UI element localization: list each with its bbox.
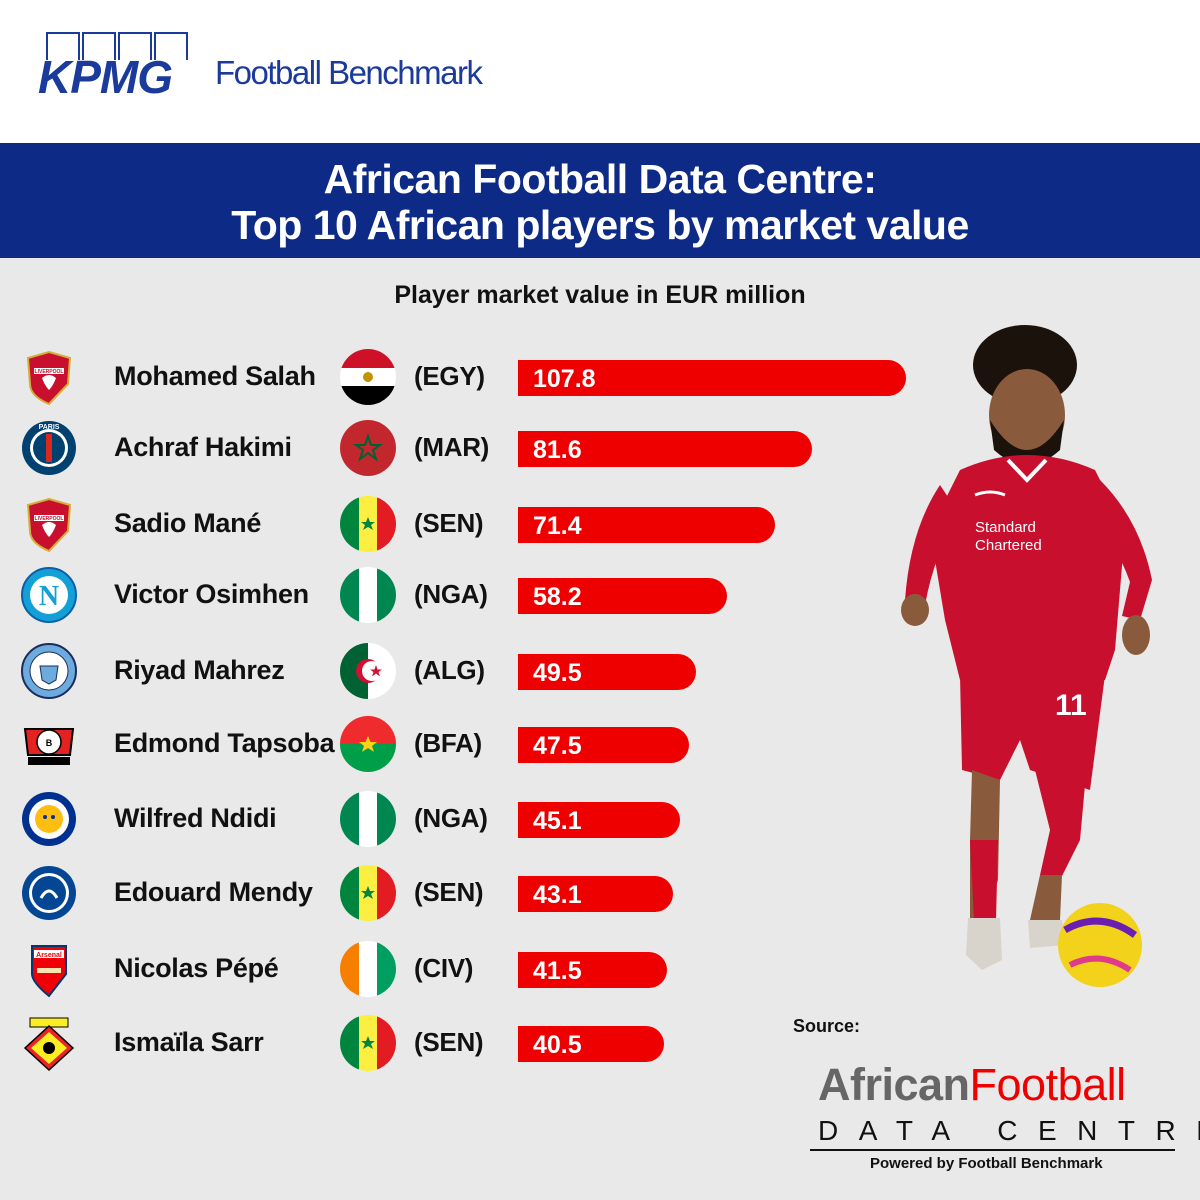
player-name-label: Wilfred Ndidi [114,803,277,833]
player-name-label: Ismaïla Sarr [114,1027,264,1057]
value-bar: 43.1 [518,876,673,912]
page-title-line2: Top 10 African players by market value [231,202,969,248]
value-bar: 107.8 [518,360,906,396]
title-banner: African Football Data Centre: Top 10 Afr… [0,143,1200,258]
bar-value-label: 41.5 [533,957,582,985]
brand-text: Football Benchmark [215,54,483,91]
player-name-label: Edouard Mendy [114,877,313,907]
player-photo-figure: Standard Chartered 11 [901,325,1152,987]
afdc-logo-part1: African [818,1059,970,1110]
leverkusen-crest-icon: B [20,715,78,773]
country-code-label: (SEN) [414,508,484,538]
ivory-coast-flag-icon [340,941,396,997]
bar-value-label: 43.1 [533,881,582,909]
afdc-logo-subtitle: DATA CENTRE [818,1115,1200,1146]
player-name-label: Sadio Mané [114,508,262,538]
country-code-label: (SEN) [414,1027,484,1057]
watford-crest-icon [20,1014,78,1072]
country-code-label: (ALG) [414,655,485,685]
player-name-label: Mohamed Salah [114,361,316,391]
bar-value-label: 45.1 [533,807,582,835]
chart-row: B Edmond Tapsoba (BFA) 47.5 [0,714,940,774]
chart-row: Riyad Mahrez (ALG) 49.5 [0,641,940,701]
player-name-label: Edmond Tapsoba [114,728,335,758]
liverpool-crest-icon: LIVERPOOL [20,348,78,406]
bar-value-label: 71.4 [533,512,582,540]
chelsea-crest-icon [20,864,78,922]
bar-value-label: 47.5 [533,732,582,760]
value-bar: 81.6 [518,431,812,467]
country-code-label: (MAR) [414,432,490,462]
country-code-label: (SEN) [414,877,484,907]
country-code-label: (NGA) [414,579,488,609]
svg-text:11: 11 [1055,689,1087,722]
value-bar: 58.2 [518,578,727,614]
bar-value-label: 40.5 [533,1031,582,1059]
value-bar: 49.5 [518,654,696,690]
country-code-label: (CIV) [414,953,474,983]
chart-row: PARIS Achraf Hakimi (MAR) 81.6 [0,418,940,478]
liverpool-crest-icon: LIVERPOOL [20,495,78,553]
svg-text:Chartered: Chartered [975,537,1042,554]
country-code-label: (NGA) [414,803,488,833]
country-code-label: (EGY) [414,361,485,391]
value-bar: 47.5 [518,727,689,763]
chart-row: N Victor Osimhen (NGA) 58.2 [0,565,940,625]
afdc-logo: AfricanFootball [818,1062,1126,1107]
player-name-label: Riyad Mahrez [114,655,285,685]
svg-text:Standard: Standard [975,519,1036,536]
player-name-label: Victor Osimhen [114,579,309,609]
value-bar: 41.5 [518,952,667,988]
leicester-crest-icon [20,790,78,848]
svg-text:N: N [39,581,59,612]
burkina-faso-flag-icon [340,716,396,772]
arsenal-crest-icon: Arsenal [20,940,78,998]
nigeria-flag-icon [340,791,396,847]
value-bar: 45.1 [518,802,680,838]
afdc-divider [810,1149,1175,1151]
svg-text:PARIS: PARIS [39,424,60,431]
svg-text:Arsenal: Arsenal [36,952,62,959]
bar-value-label: 81.6 [533,436,582,464]
value-bar: 71.4 [518,507,775,543]
svg-text:LIVERPOOL: LIVERPOOL [35,369,64,375]
morocco-flag-icon [340,420,396,476]
kpmg-logo-text: KPMG [38,51,173,103]
chart-row: LIVERPOOL Mohamed Salah (EGY) 107.8 [0,347,940,407]
svg-text:LIVERPOOL: LIVERPOOL [35,516,64,522]
chart-row: Ismaïla Sarr (SEN) 40.5 [0,1013,940,1073]
bar-value-label: 58.2 [533,583,582,611]
manchester-city-crest-icon [20,642,78,700]
kpmg-logo-boxes-icon [46,32,188,60]
afdc-logo-part2: Football [969,1059,1127,1110]
value-bar: 40.5 [518,1026,664,1062]
chart-title: Player market value in EUR million [394,281,806,309]
top-header: KPMG Football Benchmark [0,0,1200,143]
powered-by-text: Powered by Football Benchmark [870,1155,1103,1172]
napoli-crest-icon: N [20,566,78,624]
chart-row: Arsenal Nicolas Pépé (CIV) 41.5 [0,939,940,999]
senegal-flag-icon [340,1015,396,1071]
chart-row: Wilfred Ndidi (NGA) 45.1 [0,789,940,849]
algeria-flag-icon [340,643,396,699]
source-label: Source: [793,1016,861,1036]
senegal-flag-icon [340,496,396,552]
chart-row: Edouard Mendy (SEN) 43.1 [0,863,940,923]
senegal-flag-icon [340,865,396,921]
psg-crest-icon: PARIS [20,419,78,477]
nigeria-flag-icon [340,567,396,623]
player-name-label: Nicolas Pépé [114,953,279,983]
country-code-label: (BFA) [414,728,482,758]
kpmg-logo: KPMG [38,32,188,100]
svg-text:B: B [46,738,53,748]
egypt-flag-icon [340,349,396,405]
page-title-line1: African Football Data Centre: [323,156,877,202]
bar-value-label: 107.8 [533,365,596,393]
player-name-label: Achraf Hakimi [114,432,292,462]
bar-value-label: 49.5 [533,659,582,687]
chart-row: LIVERPOOL Sadio Mané (SEN) 71.4 [0,494,940,554]
